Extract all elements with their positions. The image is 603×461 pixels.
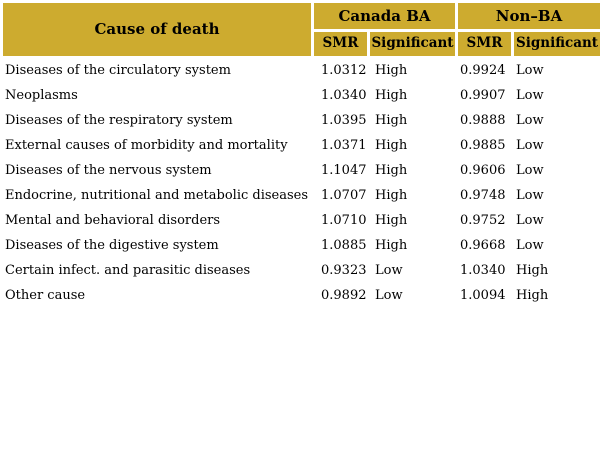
canada-ba-significance-value: High	[375, 87, 408, 103]
canada-ba-significance-value: Low	[375, 287, 403, 303]
non-ba-smr-value: 0.9606	[460, 162, 506, 178]
non-ba-significance-value: Low	[516, 237, 544, 253]
non-ba-significance-value: Low	[516, 162, 544, 178]
table-row: Other cause 0.9892 Low 1.0094 High	[3, 284, 600, 306]
cause-cell: External causes of morbidity and mortali…	[5, 137, 288, 153]
canada-ba-smr-value: 1.0885	[321, 237, 367, 253]
table-header-group-canada-ba: Canada BA	[314, 3, 455, 29]
canada-ba-smr-value: 1.0340	[321, 87, 367, 103]
table-row: Diseases of the nervous system 1.1047 Hi…	[3, 159, 600, 181]
canada-ba-significance-value: High	[375, 62, 408, 78]
non-ba-smr-value: 0.9668	[460, 237, 506, 253]
canada-ba-significance-value: Low	[375, 262, 403, 278]
canada-ba-smr-value: 1.0371	[321, 137, 367, 153]
non-ba-smr-value: 0.9888	[460, 112, 506, 128]
canada-ba-smr-value: 0.9323	[321, 262, 367, 278]
canada-ba-significance-value: High	[375, 137, 408, 153]
cause-cell: Diseases of the circulatory system	[5, 62, 231, 78]
non-ba-smr-value: 0.9907	[460, 87, 506, 103]
non-ba-significance-value: Low	[516, 187, 544, 203]
canada-ba-smr-value: 1.0707	[321, 187, 367, 203]
non-ba-significance-value: Low	[516, 137, 544, 153]
canada-ba-significance-value: High	[375, 187, 408, 203]
non-ba-significance-value: Low	[516, 112, 544, 128]
canada-ba-significance-value: High	[375, 112, 408, 128]
table-header-non-ba-smr: SMR	[458, 32, 511, 56]
table-header-cause-of-death: Cause of death	[3, 3, 311, 56]
canada-ba-smr-value: 1.0312	[321, 62, 367, 78]
non-ba-smr-value: 0.9885	[460, 137, 506, 153]
table-row: Diseases of the respiratory system 1.039…	[3, 109, 600, 131]
cause-cell: Diseases of the respiratory system	[5, 112, 233, 128]
table-row: Diseases of the circulatory system 1.031…	[3, 59, 600, 81]
cause-cell: Neoplasms	[5, 87, 78, 103]
non-ba-significance-value: Low	[516, 212, 544, 228]
canada-ba-significance-value: High	[375, 212, 408, 228]
non-ba-smr-value: 0.9748	[460, 187, 506, 203]
non-ba-significance-value: Low	[516, 87, 544, 103]
cause-cell: Endocrine, nutritional and metabolic dis…	[5, 187, 309, 203]
table-header-canada-ba-smr: SMR	[314, 32, 367, 56]
table-header-group-non-ba: Non–BA	[458, 3, 601, 29]
non-ba-smr-value: 0.9924	[460, 62, 506, 78]
non-ba-significance-value: High	[516, 262, 549, 278]
canada-ba-smr-value: 1.0395	[321, 112, 367, 128]
canada-ba-significance-value: High	[375, 237, 408, 253]
table-row: Endocrine, nutritional and metabolic dis…	[3, 184, 600, 206]
canada-ba-smr-value: 1.0710	[321, 212, 367, 228]
canada-ba-significance-value: High	[375, 162, 408, 178]
non-ba-significance-value: Low	[516, 62, 544, 78]
table-row: Certain infect. and parasitic diseases 0…	[3, 259, 600, 281]
cause-cell: Certain infect. and parasitic diseases	[5, 262, 251, 278]
table-row: External causes of morbidity and mortali…	[3, 134, 600, 156]
non-ba-significance-value: High	[516, 287, 549, 303]
table-header-canada-ba-significant: Significant	[370, 32, 455, 56]
table-row: Mental and behavioral disorders 1.0710 H…	[3, 209, 600, 231]
canada-ba-smr-value: 1.1047	[321, 162, 367, 178]
non-ba-smr-value: 0.9752	[460, 212, 506, 228]
table-row: Neoplasms 1.0340 High 0.9907 Low	[3, 84, 600, 106]
canada-ba-smr-value: 0.9892	[321, 287, 367, 303]
non-ba-smr-value: 1.0340	[460, 262, 506, 278]
table-header-non-ba-significant: Significant	[514, 32, 601, 56]
cause-cell: Other cause	[5, 287, 86, 303]
non-ba-smr-value: 1.0094	[460, 287, 506, 303]
cause-cell: Mental and behavioral disorders	[5, 212, 221, 228]
cause-cell: Diseases of the digestive system	[5, 237, 219, 253]
cause-cell: Diseases of the nervous system	[5, 162, 212, 178]
smr-table: Cause of death Canada BA Non–BA SMR Sign…	[3, 3, 601, 306]
table-row: Diseases of the digestive system 1.0885 …	[3, 234, 600, 256]
